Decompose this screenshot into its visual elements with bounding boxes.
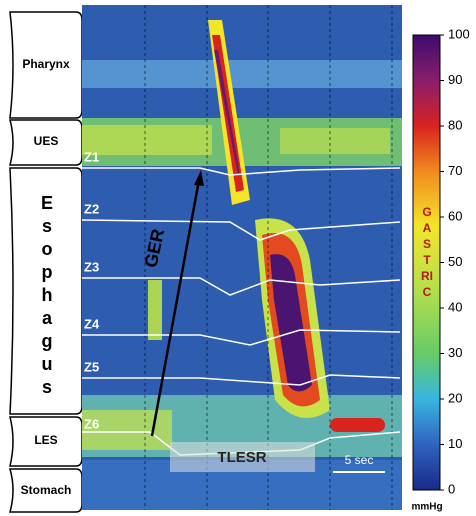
region-label: LES (34, 433, 57, 447)
colorbar-tick-label: 0 (448, 481, 455, 496)
colorbar-tick-label: 80 (448, 117, 462, 132)
sensor-label: Z5 (84, 359, 99, 374)
region-boxes (9, 11, 83, 513)
colorbar-tick-label: 90 (448, 72, 462, 87)
region-label: UES (34, 134, 59, 148)
region-label: Pharynx (22, 57, 70, 71)
colorbar-tick-label: 50 (448, 254, 462, 269)
sensor-label: Z4 (84, 316, 100, 331)
sensor-label: Z1 (84, 149, 99, 164)
colorbar-text: GASTRIC (421, 205, 433, 299)
colorbar-tick-label: 10 (448, 436, 462, 451)
region-labels: Pharynx UES LES Stomach (21, 57, 72, 497)
colorbar-tick-label: 60 (448, 208, 462, 223)
colorbar-tick-label: 100 (448, 26, 470, 41)
region-label: Stomach (21, 483, 72, 497)
heatmap (81, 5, 402, 510)
sensor-label: Z6 (84, 416, 99, 431)
box-label: TLESR (217, 449, 266, 466)
colorbar-tick-label: 30 (448, 345, 462, 360)
colorbar (412, 34, 441, 491)
region-label: Esophagus (40, 193, 53, 397)
sensor-label: Z3 (84, 259, 99, 274)
scale-bar-label: 5 sec (345, 453, 374, 467)
colorbar-tick-label: 20 (448, 390, 462, 405)
colorbar-unit: mmHg (411, 502, 442, 513)
colorbar-tick-label: 70 (448, 163, 462, 178)
colorbar-tick-label: 40 (448, 299, 462, 314)
sensor-label: Z2 (84, 201, 99, 216)
